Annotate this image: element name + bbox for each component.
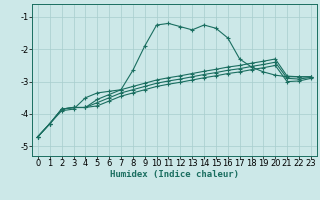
X-axis label: Humidex (Indice chaleur): Humidex (Indice chaleur) <box>110 170 239 179</box>
